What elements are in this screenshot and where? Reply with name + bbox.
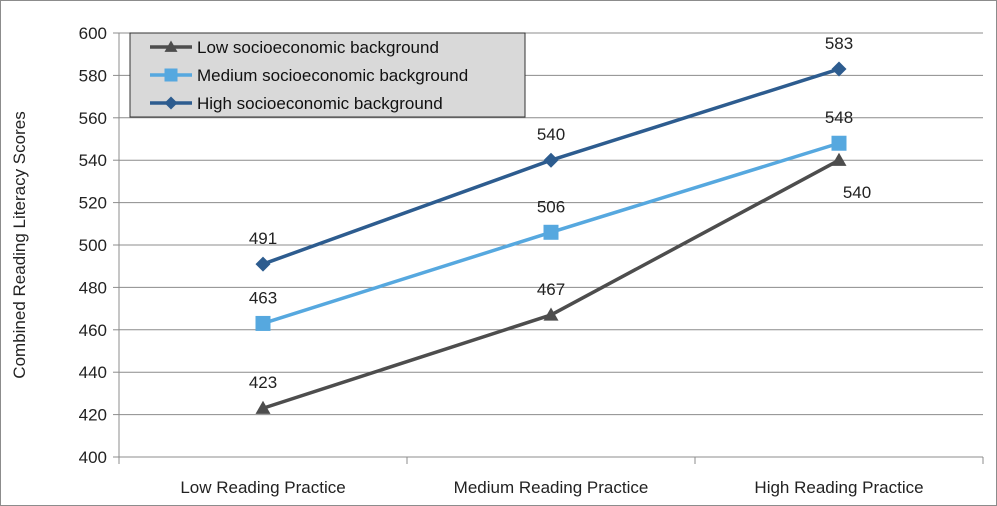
y-tick-label: 480 [79,278,107,297]
data-label: 540 [843,183,871,202]
marker-square [543,224,559,240]
y-tick-label: 460 [79,321,107,340]
marker-triangle [831,152,847,166]
marker-triangle [255,400,271,414]
legend: Low socioeconomic background Medium socio… [129,32,526,118]
marker-square [831,135,847,151]
marker-diamond [164,96,178,110]
data-label: 491 [249,229,277,248]
y-tick-label: 600 [79,24,107,43]
y-tick-label: 420 [79,406,107,425]
marker-diamond [831,61,847,77]
y-tick-label: 400 [79,448,107,467]
marker-diamond [255,256,271,272]
marker-triangle [543,307,559,321]
legend-label: Medium socioeconomic background [197,66,468,85]
x-tick-label: Low Reading Practice [180,478,345,497]
y-tick-label: 520 [79,194,107,213]
series-lines [255,61,847,414]
legend-label: Low socioeconomic background [197,38,439,57]
legend-item: High socioeconomic background [150,94,443,113]
data-label: 583 [825,34,853,53]
data-label: 423 [249,373,277,392]
axes: 400 420 440 460 480 500 520 540 560 580 600 Low Rea… [79,24,984,497]
y-axis-title: Combined Reading Literacy Scores [10,111,29,378]
series-square [255,135,847,331]
y-tick-label: 560 [79,109,107,128]
data-label: 548 [825,108,853,127]
x-tick-label: High Reading Practice [754,478,923,497]
data-label: 467 [537,280,565,299]
data-labels: 423 467 540 463 506 548 491 540 583 [249,34,871,392]
legend-item: Medium socioeconomic background [150,66,468,85]
data-label: 540 [537,125,565,144]
data-label: 463 [249,288,277,307]
marker-diamond [543,152,559,168]
marker-square [164,68,178,82]
data-label: 506 [537,197,565,216]
legend-box [129,32,526,118]
series-triangle [255,152,847,414]
marker-square [255,315,271,331]
y-tick-label: 500 [79,236,107,255]
y-tick-label: 580 [79,66,107,85]
marker-triangle [164,40,178,52]
y-tick-label: 540 [79,151,107,170]
y-tick-label: 440 [79,363,107,382]
series-diamond [255,61,847,272]
legend-item: Low socioeconomic background [150,38,439,57]
x-tick-label: Medium Reading Practice [454,478,649,497]
legend-label: High socioeconomic background [197,94,443,113]
